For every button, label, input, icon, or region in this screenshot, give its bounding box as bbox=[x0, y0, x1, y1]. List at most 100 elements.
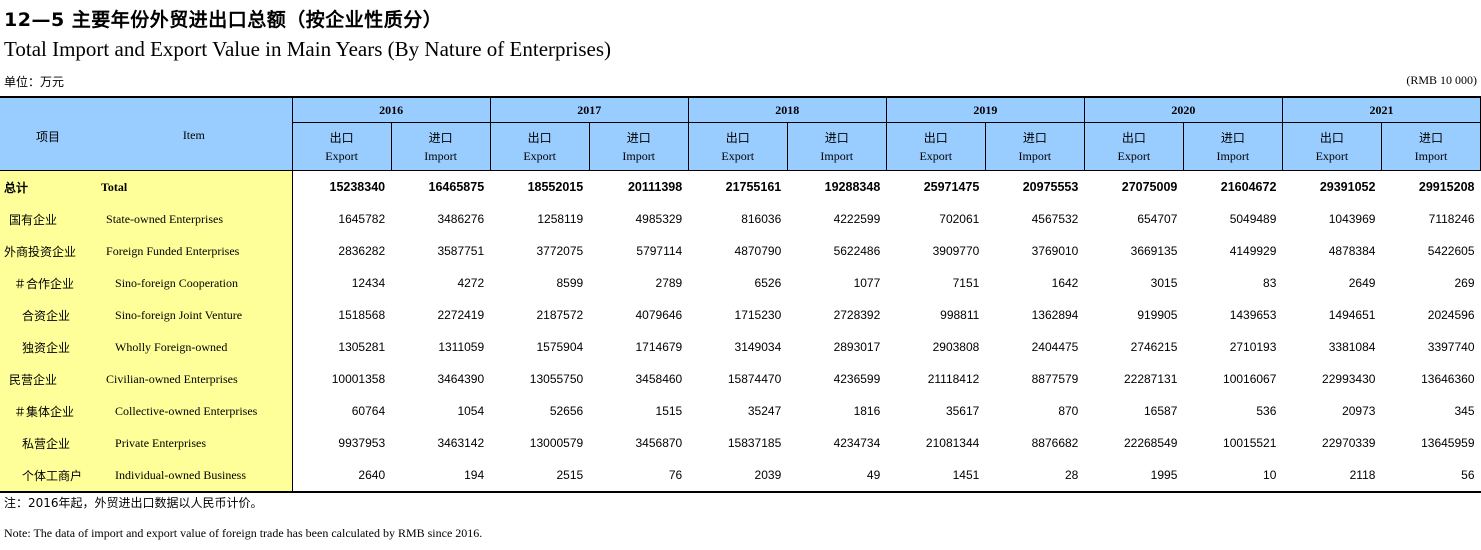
header-year: 2021 bbox=[1281, 96, 1481, 123]
value-cell: 1311059 bbox=[438, 340, 485, 354]
header-export-cn: 出口 bbox=[1319, 130, 1344, 145]
header-export: 出口 Export bbox=[885, 122, 986, 171]
value-cell: 13646360 bbox=[1421, 372, 1475, 386]
value-cell: 10015521 bbox=[1223, 436, 1277, 450]
header-export: 出口 Export bbox=[687, 122, 788, 171]
value-cell: 25971475 bbox=[923, 180, 980, 194]
value-cell: 20975553 bbox=[1022, 180, 1079, 194]
value-cell: 345 bbox=[1454, 404, 1475, 418]
value-cell: 21081344 bbox=[925, 436, 980, 450]
value-cell: 5622486 bbox=[833, 244, 881, 258]
header-export-en: Export bbox=[1117, 148, 1151, 163]
value-cell: 28 bbox=[985, 459, 1085, 493]
header-export-en: Export bbox=[325, 148, 358, 163]
value-cell: 4870790 bbox=[734, 244, 782, 258]
row-label-cn: 国有企业 bbox=[0, 203, 97, 235]
value-cell: 22993430 bbox=[1322, 372, 1376, 386]
value-cell: 8599 bbox=[556, 276, 584, 290]
value-cell: 6526 bbox=[754, 276, 782, 290]
value-cell: 1258119 bbox=[537, 212, 584, 226]
table-row: 合资企业 Sino-foreign Joint Venture 1518568 227… bbox=[0, 299, 1481, 331]
header-export-cn: 出口 bbox=[329, 130, 354, 145]
header-import-en: Import bbox=[424, 148, 457, 163]
value-cell: 2893017 bbox=[833, 340, 881, 354]
value-cell: 1054 bbox=[457, 404, 485, 418]
page-title-cn: 12—5 主要年份外贸进出口总额（按企业性质分） bbox=[4, 9, 443, 31]
value-cell: 9937953 bbox=[338, 436, 386, 450]
row-label-cn: 个体工商户 bbox=[0, 459, 97, 493]
header-import-cn: 进口 bbox=[1220, 130, 1245, 145]
header-year: 2017 bbox=[489, 96, 689, 123]
header-export-en: Export bbox=[919, 148, 953, 163]
header-import-cn: 进口 bbox=[428, 130, 453, 145]
header-import-en: Import bbox=[1216, 148, 1250, 163]
value-cell: 3149034 bbox=[734, 340, 782, 354]
value-cell: 654707 bbox=[1137, 212, 1178, 226]
value-cell: 3486276 bbox=[437, 212, 485, 226]
row-label-en: State-owned Enterprises bbox=[96, 203, 293, 235]
header-export: 出口 Export bbox=[489, 122, 590, 171]
value-cell: 5422605 bbox=[1427, 244, 1475, 258]
value-cell: 12434 bbox=[351, 276, 386, 290]
value-cell: 194 bbox=[391, 459, 491, 493]
note-cn: 注：2016年起，外贸进出口数据以人民币计价。 bbox=[4, 496, 263, 510]
row-label-en: Wholly Foreign-owned bbox=[96, 331, 293, 363]
value-cell: 1518568 bbox=[338, 308, 386, 322]
note-en: Note: The data of import and export valu… bbox=[4, 526, 483, 540]
value-cell: 2789 bbox=[655, 276, 683, 290]
header-import: 进口 Import bbox=[984, 122, 1085, 171]
table-row: 国有企业 State-owned Enterprises 1645782 348627… bbox=[0, 203, 1481, 235]
row-label-en: Foreign Funded Enterprises bbox=[96, 235, 293, 267]
row-label-cn: 总计 bbox=[0, 170, 97, 203]
value-cell: 52656 bbox=[549, 404, 584, 418]
header-import-en: Import bbox=[1414, 148, 1448, 163]
value-cell: 1515 bbox=[655, 404, 683, 418]
header-year: 2020 bbox=[1083, 96, 1283, 123]
value-cell: 22970339 bbox=[1322, 436, 1376, 450]
row-label-cn: 独资企业 bbox=[0, 331, 97, 363]
value-cell: 60764 bbox=[351, 404, 386, 418]
value-cell: 4149929 bbox=[1229, 244, 1277, 258]
value-cell: 3769010 bbox=[1031, 244, 1079, 258]
value-cell: 536 bbox=[1256, 404, 1277, 418]
value-cell: 1451 bbox=[886, 459, 986, 493]
value-cell: 35617 bbox=[945, 404, 980, 418]
value-cell: 816036 bbox=[741, 212, 782, 226]
value-cell: 18552015 bbox=[527, 180, 584, 194]
header-export: 出口 Export bbox=[291, 122, 392, 171]
value-cell: 29915208 bbox=[1418, 180, 1475, 194]
value-cell: 1043969 bbox=[1328, 212, 1376, 226]
value-cell: 2649 bbox=[1348, 276, 1376, 290]
value-cell: 13055750 bbox=[529, 372, 584, 386]
value-cell: 2903808 bbox=[932, 340, 980, 354]
value-cell: 702061 bbox=[939, 212, 980, 226]
header-import-en: Import bbox=[1018, 148, 1052, 163]
header-export-cn: 出口 bbox=[1121, 130, 1146, 145]
value-cell: 2404475 bbox=[1031, 340, 1079, 354]
header-year: 2018 bbox=[687, 96, 887, 123]
value-cell: 1715230 bbox=[734, 308, 782, 322]
header-import: 进口 Import bbox=[1182, 122, 1283, 171]
value-cell: 3772075 bbox=[536, 244, 584, 258]
value-cell: 3463142 bbox=[437, 436, 485, 450]
value-cell: 870 bbox=[1058, 404, 1079, 418]
table-row: 外商投资企业 Foreign Funded Enterprises 2836282 3… bbox=[0, 235, 1481, 267]
value-cell: 1439653 bbox=[1229, 308, 1277, 322]
value-cell: 1714679 bbox=[635, 340, 683, 354]
value-cell: 998811 bbox=[940, 308, 980, 322]
header-import: 进口 Import bbox=[1380, 122, 1481, 171]
value-cell: 3381084 bbox=[1328, 340, 1376, 354]
value-cell: 3587751 bbox=[437, 244, 485, 258]
value-cell: 2710193 bbox=[1229, 340, 1277, 354]
header-import-en: Import bbox=[622, 148, 656, 163]
row-label-cn: ＃合作企业 bbox=[0, 267, 97, 299]
header-export-en: Export bbox=[523, 148, 556, 163]
header-import: 进口 Import bbox=[786, 122, 887, 171]
value-cell: 15874470 bbox=[727, 372, 782, 386]
page-title-en: Total Import and Export Value in Main Ye… bbox=[4, 37, 612, 61]
value-cell: 35247 bbox=[747, 404, 782, 418]
header-import: 进口 Import bbox=[588, 122, 689, 171]
value-cell: 4236599 bbox=[833, 372, 881, 386]
trade-table: 项目 Item 2016 2017 2018 2019 2020 2021 出口… bbox=[0, 96, 1481, 493]
value-cell: 2515 bbox=[490, 459, 590, 493]
